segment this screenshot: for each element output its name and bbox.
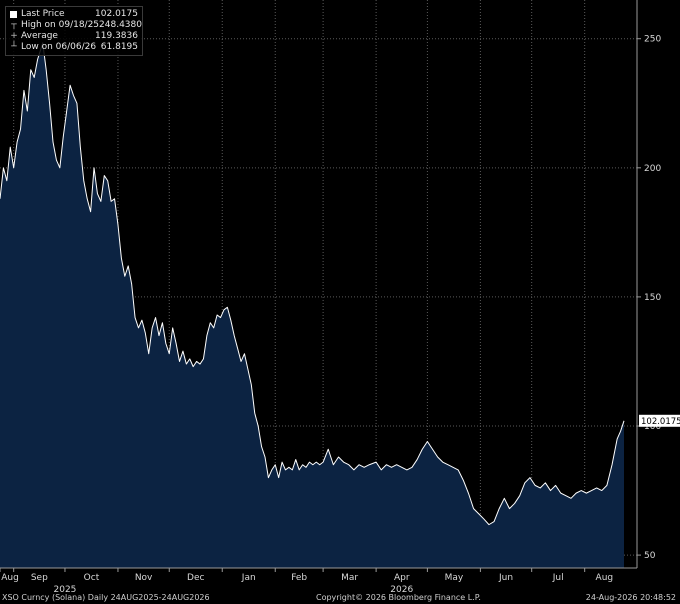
legend-high: ┬ High on 09/18/25 248.4380 [10, 20, 142, 31]
legend-high-value: 248.4380 [99, 20, 142, 30]
y-tick-label: 100 [644, 422, 661, 432]
legend-last-price-value: 102.0175 [95, 9, 138, 19]
x-tick-label: Dec [187, 573, 204, 583]
x-tick-label: Jan [241, 573, 256, 583]
x-tick-label: Jun [498, 573, 513, 583]
legend-average-value: 119.3836 [95, 31, 138, 41]
footer-timestamp: 24-Aug-2026 20:48:52 [585, 593, 676, 602]
y-tick-label: 150 [644, 293, 661, 303]
high-marker-icon: ┬ [11, 20, 17, 30]
legend-low-value: 61.8195 [100, 42, 138, 52]
x-tick-label: May [445, 573, 464, 583]
price-area [0, 42, 624, 569]
x-tick-label: Aug [596, 573, 614, 583]
x-tick-label: Jul [552, 573, 564, 583]
x-tick-label: Feb [291, 573, 307, 583]
legend-low: ┴ Low on 06/06/26 61.8195 [10, 42, 138, 53]
chart-legend: Last Price 102.0175 ┬ High on 09/18/25 24… [5, 6, 143, 56]
y-tick-label: 50 [644, 551, 656, 561]
footer-security-info: XSO Curncy (Solana) Daily 24AUG2025-24AU… [2, 593, 210, 602]
x-tick-label: Aug [1, 573, 19, 583]
x-tick-label: Oct [84, 573, 100, 583]
legend-last-price: Last Price 102.0175 [10, 9, 138, 20]
x-tick-label: Apr [394, 573, 410, 583]
x-tick-label: Sep [31, 573, 48, 583]
low-marker-icon: ┴ [11, 42, 17, 52]
x-tick-label: Mar [341, 573, 358, 583]
y-tick-label: 250 [644, 35, 661, 45]
x-year-label: 2025 [54, 585, 77, 595]
price-line [0, 42, 625, 526]
legend-average-label: Average [21, 31, 58, 41]
last-price-box [639, 414, 680, 427]
legend-last-price-label: Last Price [21, 9, 65, 19]
chart-footer: XSO Curncy (Solana) Daily 24AUG2025-24AU… [0, 592, 680, 604]
x-tick-label: Nov [135, 573, 153, 583]
x-year-label: 2026 [390, 585, 413, 595]
y-tick-label: 200 [644, 164, 661, 174]
legend-high-label: High on 09/18/25 [21, 20, 100, 30]
legend-low-label: Low on 06/06/26 [21, 42, 97, 52]
average-marker-icon: + [10, 31, 18, 41]
last-price-label: 102.0175 [641, 417, 680, 427]
footer-copyright: Copyright© 2026 Bloomberg Finance L.P. [316, 593, 481, 602]
legend-average: + Average 119.3836 [10, 31, 138, 42]
last-price-swatch-icon [10, 11, 17, 18]
